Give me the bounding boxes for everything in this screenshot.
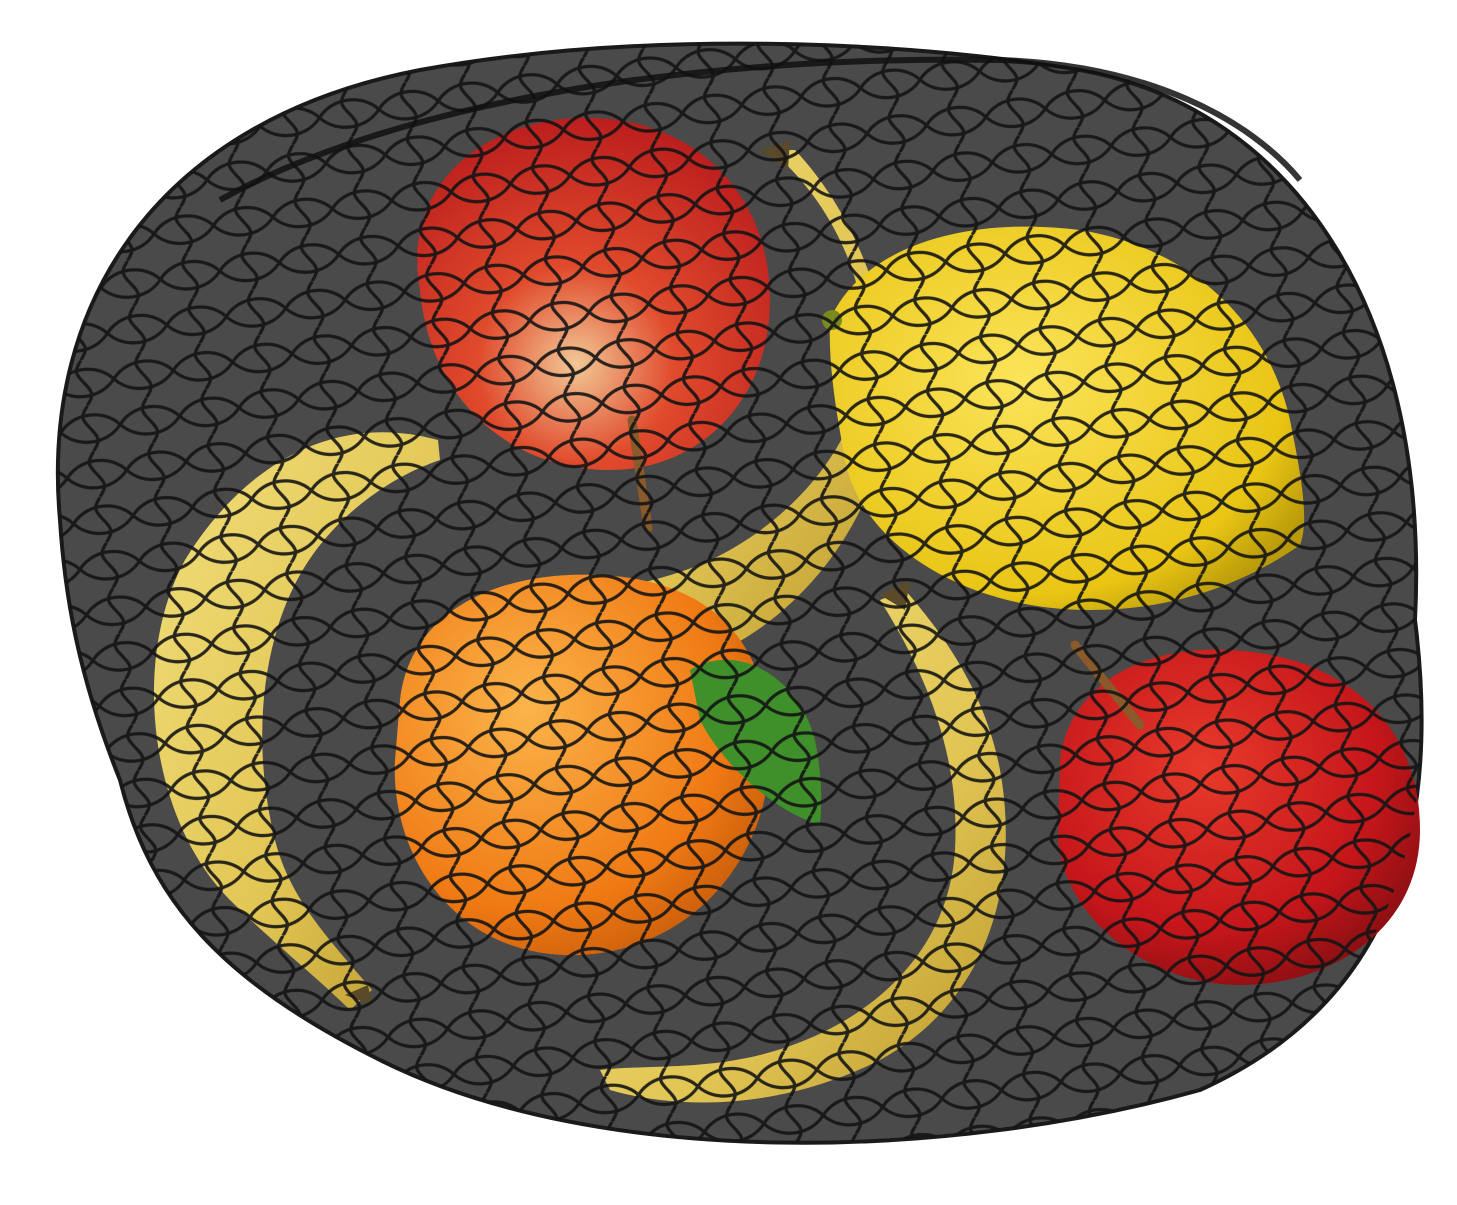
bag-rim <box>218 56 1303 203</box>
